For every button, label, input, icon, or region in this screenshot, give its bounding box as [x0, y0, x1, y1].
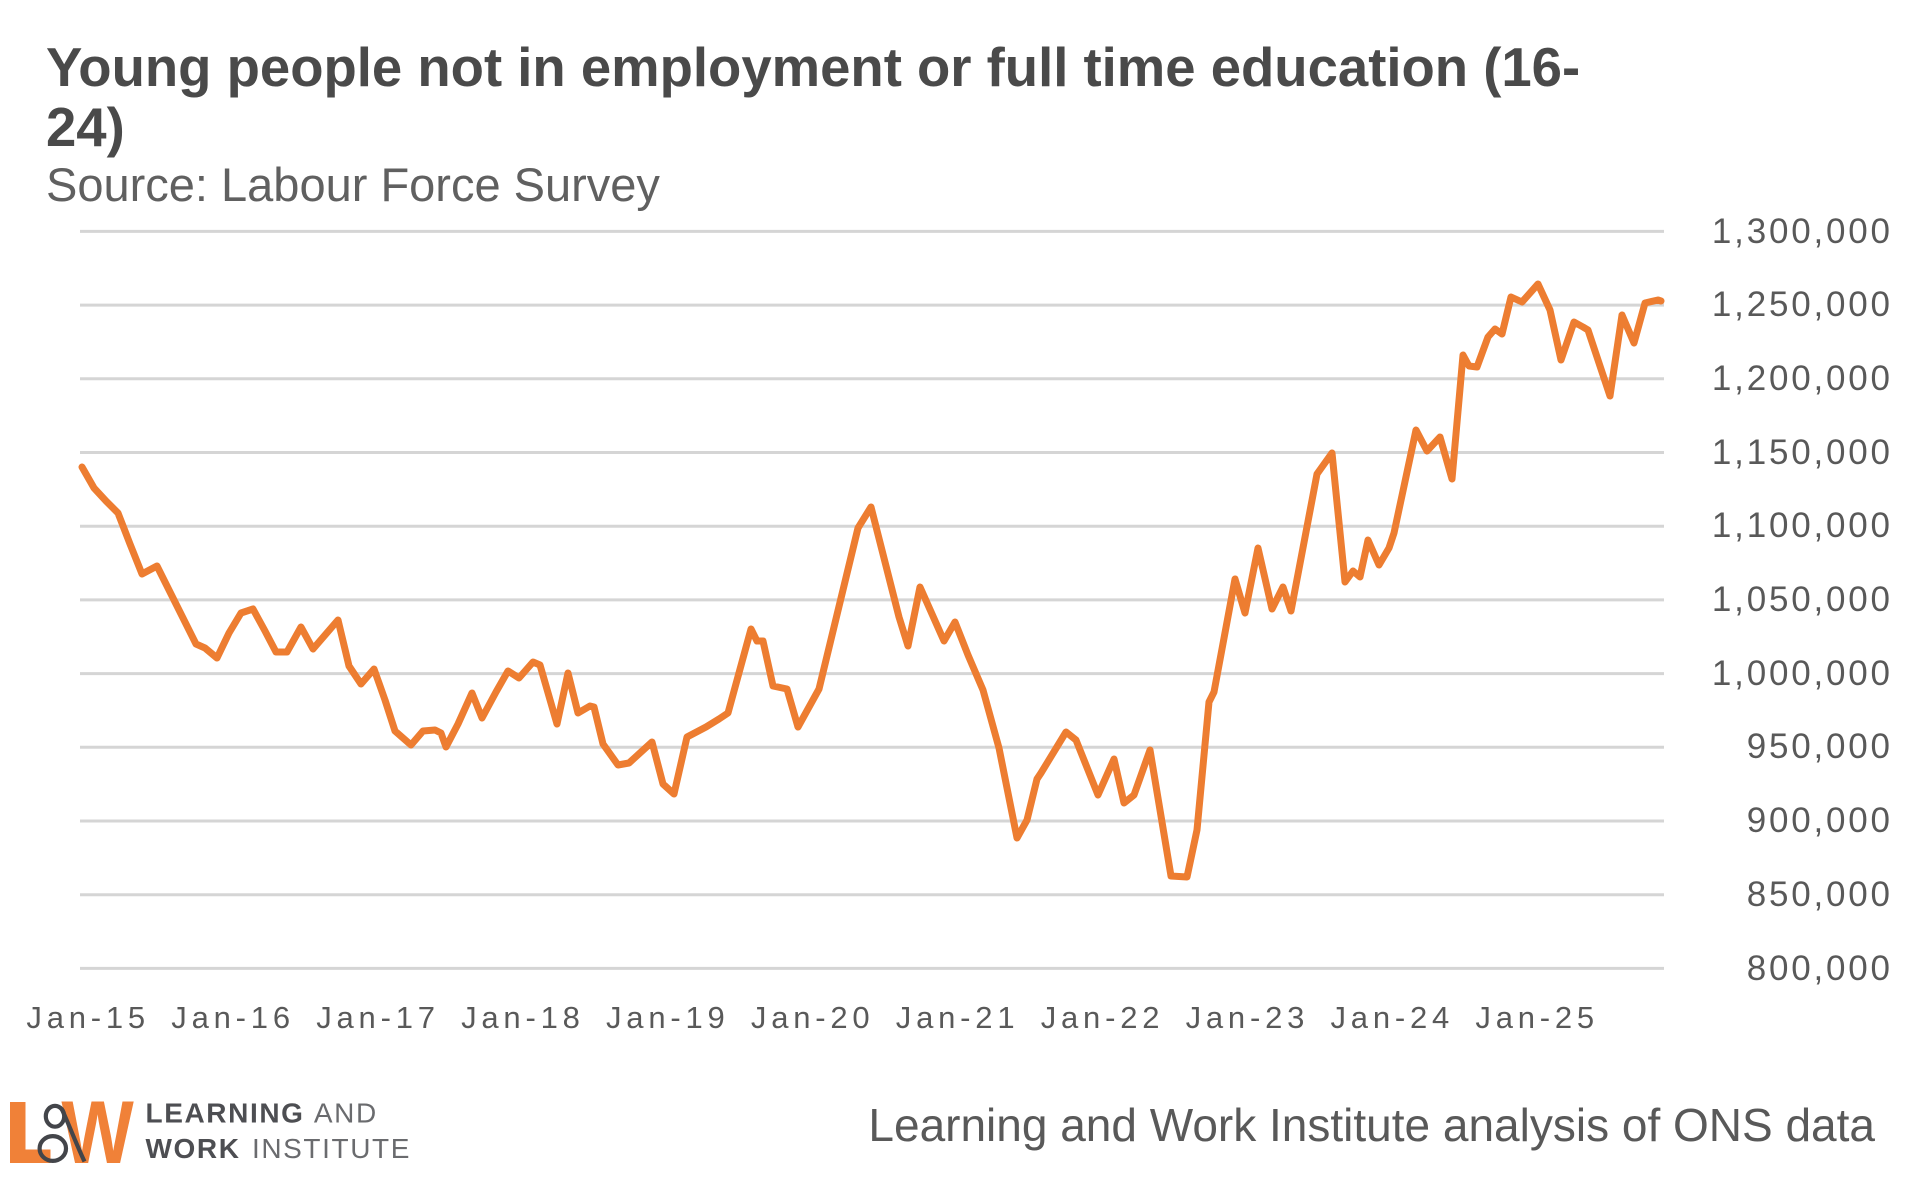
- svg-text:LEARNING AND: LEARNING AND: [146, 1098, 378, 1129]
- svg-text:WORK INSTITUTE: WORK INSTITUTE: [146, 1133, 412, 1164]
- svg-text:W: W: [61, 1083, 134, 1178]
